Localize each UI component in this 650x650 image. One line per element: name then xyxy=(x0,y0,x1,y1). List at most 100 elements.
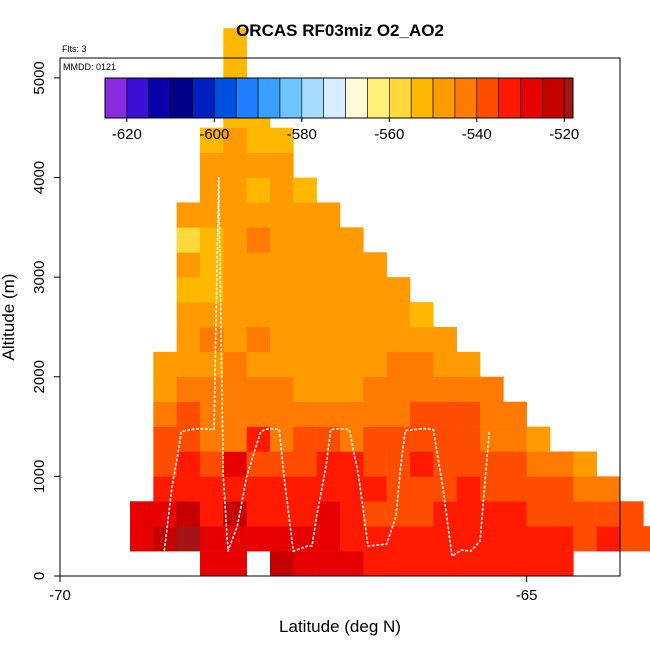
colorbar-swatch xyxy=(432,77,456,119)
heatmap-cell xyxy=(433,401,457,427)
flight-track-line xyxy=(143,177,491,566)
heatmap-cell xyxy=(270,551,294,577)
heatmap-cell xyxy=(246,302,271,328)
heatmap-cell xyxy=(270,177,294,203)
heatmap-cell xyxy=(130,526,154,552)
heatmap-cell xyxy=(386,451,411,477)
heatmap-cell xyxy=(550,501,574,527)
heatmap-cell xyxy=(223,277,247,303)
heatmap-cell xyxy=(550,526,574,552)
heatmap-cell xyxy=(316,501,341,527)
heatmap-cell xyxy=(433,351,457,378)
heatmap-cell xyxy=(223,302,247,328)
heatmap-cell xyxy=(363,551,387,577)
colorbar-swatch xyxy=(323,77,346,119)
heatmap-cell xyxy=(316,376,341,402)
colorbar-swatch xyxy=(367,77,390,119)
colorbar-swatch xyxy=(170,77,193,119)
heatmap-cell xyxy=(176,476,201,502)
y-axis-label: Altitude (m) xyxy=(0,274,18,361)
heatmap-cell xyxy=(573,501,597,527)
flight-track xyxy=(143,177,491,566)
heatmap-cell xyxy=(503,426,527,452)
heatmap-cell xyxy=(480,526,504,552)
heatmap-cell xyxy=(526,476,551,502)
heatmap-cell xyxy=(176,426,201,452)
heatmap-cell xyxy=(246,376,271,402)
heatmap-cell xyxy=(246,426,271,452)
heatmap-cell xyxy=(293,426,317,452)
heatmap-cell xyxy=(176,252,201,278)
heatmap-cell xyxy=(340,526,364,552)
y-axis: 0 1000 2000 3000 4000 5000 xyxy=(31,61,60,580)
heatmap-cell xyxy=(480,476,504,502)
heatmap-cell xyxy=(386,551,411,577)
heatmap-cell xyxy=(480,501,504,527)
plot-frame xyxy=(59,57,621,577)
y-tick-label: 2000 xyxy=(31,360,48,393)
heatmap-cell xyxy=(316,476,341,502)
heatmap-cell xyxy=(316,302,341,328)
heatmap-cell xyxy=(270,326,294,353)
x-tick-label: -65 xyxy=(516,587,538,604)
heatmap-cell xyxy=(200,376,224,402)
heatmap-cell xyxy=(223,252,247,278)
colorbar-tick-label: -580 xyxy=(287,126,317,143)
colorbar-swatch xyxy=(301,77,324,119)
heatmap-cell xyxy=(223,53,247,79)
heatmap-cell xyxy=(503,401,527,427)
heatmap-cell xyxy=(456,501,481,527)
heatmap-cell xyxy=(480,401,504,427)
heatmap-cell xyxy=(293,551,317,577)
y-tick-label: 3000 xyxy=(31,260,48,293)
heatmap-cell xyxy=(223,526,247,552)
colorbar-swatch xyxy=(410,77,434,119)
heatmap-cell xyxy=(340,376,364,402)
heatmap-cell xyxy=(153,526,177,552)
heatmap-cell xyxy=(176,376,201,402)
heatmap-cell xyxy=(176,277,201,303)
colorbar-swatch xyxy=(454,77,478,119)
heatmap-cell xyxy=(223,326,247,353)
heatmap-cell xyxy=(456,526,481,552)
heatmap-cell xyxy=(340,277,364,303)
heatmap-cell xyxy=(293,501,317,527)
heatmap-cell xyxy=(550,551,574,577)
heatmap-cell xyxy=(456,426,481,452)
heatmap-cell xyxy=(293,302,317,328)
heatmap-cell xyxy=(316,326,341,353)
heatmap-cell xyxy=(410,501,434,527)
colorbar-swatch xyxy=(388,77,412,119)
heatmap-cell xyxy=(410,426,434,452)
heatmap-cell xyxy=(223,451,247,477)
heatmap-cell xyxy=(573,476,597,502)
heatmap-cell xyxy=(456,351,481,378)
heatmap-cell xyxy=(573,526,597,552)
heatmap-cell xyxy=(340,252,364,278)
heatmap-cell xyxy=(223,376,247,402)
heatmap-cell xyxy=(223,351,247,378)
heatmap-cell xyxy=(223,551,247,577)
heatmap-cell xyxy=(573,451,597,477)
colorbar-swatch xyxy=(563,77,574,119)
heatmap-cell xyxy=(340,326,364,353)
heatmap-cell xyxy=(316,227,341,253)
heatmap-cell xyxy=(340,476,364,502)
heatmap-cell xyxy=(200,152,224,178)
heatmap-cell xyxy=(480,451,504,477)
heatmap-cell xyxy=(293,202,317,228)
heatmap-cell xyxy=(363,426,387,452)
heatmap-cell xyxy=(293,351,317,378)
heatmap-cell xyxy=(246,351,271,378)
heatmap-cell xyxy=(433,426,457,452)
chart-title: ORCAS RF03miz O2_AO2 xyxy=(236,21,444,40)
colorbar-swatch xyxy=(279,77,303,119)
heatmap-cell xyxy=(503,451,527,477)
heatmap-cell xyxy=(200,227,224,253)
heatmap-cell xyxy=(410,302,434,328)
heatmap-cell xyxy=(620,501,644,527)
heatmap-cell xyxy=(433,326,457,353)
heatmap-cell xyxy=(340,451,364,477)
heatmap-cell xyxy=(270,476,294,502)
heatmap-cell xyxy=(270,426,294,452)
